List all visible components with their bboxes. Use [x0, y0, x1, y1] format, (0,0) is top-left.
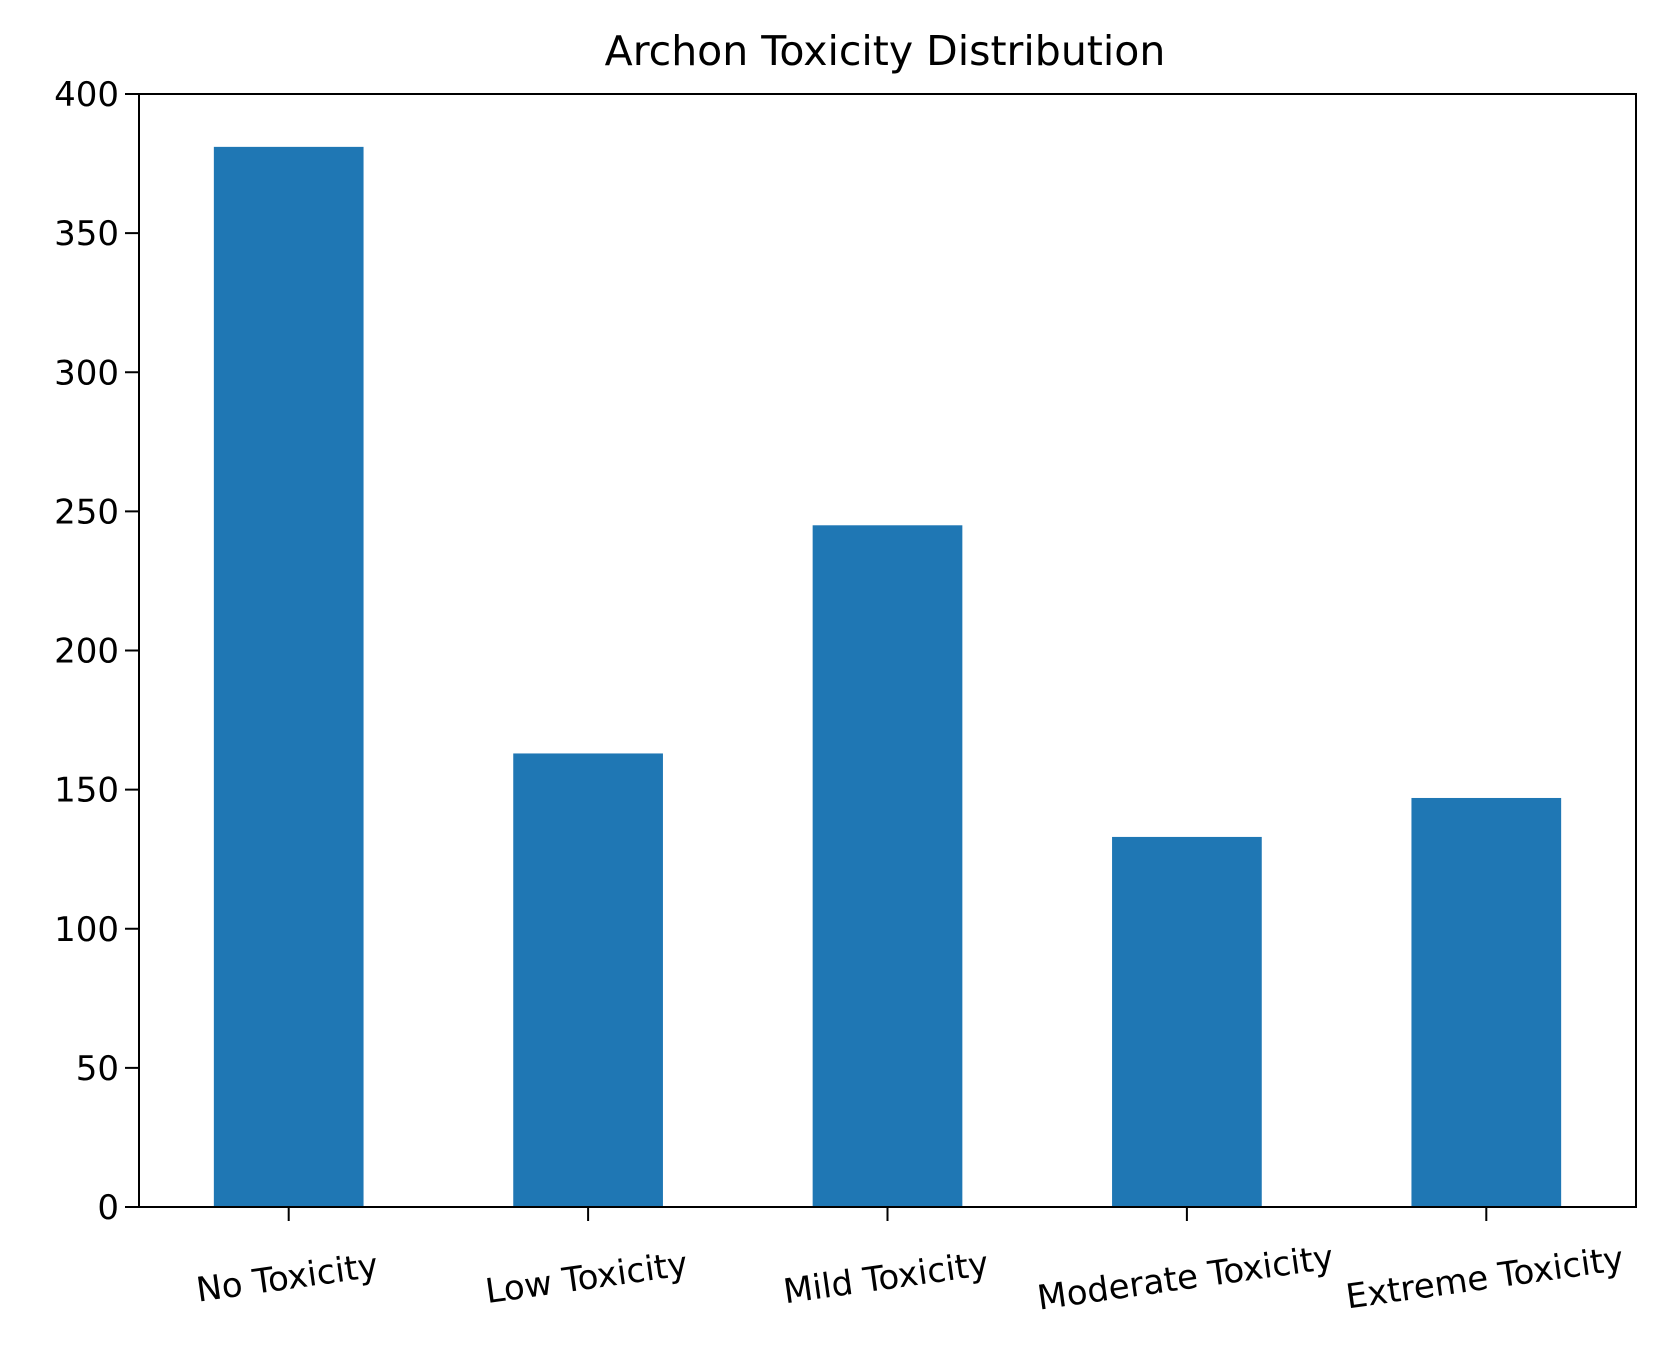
- x-axis: No Toxicity Low Toxicity Mild Toxicity Mode…: [194, 1207, 1626, 1319]
- bars-layer: [213, 146, 1562, 1208]
- x-tick-label: No Toxicity: [194, 1246, 381, 1311]
- x-tick-label: Low Toxicity: [483, 1244, 690, 1312]
- x-tick-label: Mild Toxicity: [781, 1244, 991, 1312]
- x-tick-label: Moderate Toxicity: [1035, 1238, 1336, 1319]
- y-tick-label: 250: [54, 492, 119, 532]
- bar-moderate-toxicity: [1112, 836, 1262, 1207]
- x-tick-label: Extreme Toxicity: [1343, 1239, 1626, 1318]
- y-tick-label: 150: [54, 771, 119, 811]
- y-tick-label: 400: [54, 75, 119, 115]
- bar-mild-toxicity: [812, 525, 963, 1207]
- y-tick-label: 200: [54, 632, 119, 672]
- y-tick-label: 350: [54, 214, 119, 254]
- bar-no-toxicity: [213, 146, 364, 1208]
- y-tick-label: 50: [76, 1049, 119, 1089]
- bar-extreme-toxicity: [1411, 797, 1562, 1207]
- y-axis: 0 50 100 150 200 250 300 350 400: [54, 75, 139, 1228]
- y-tick-label: 300: [54, 353, 119, 393]
- chart-title: Archon Toxicity Distribution: [605, 27, 1166, 75]
- y-tick-label: 100: [54, 910, 119, 950]
- bar-low-toxicity: [513, 753, 663, 1207]
- plot-frame: [138, 93, 1637, 1208]
- y-tick-label: 0: [97, 1188, 119, 1228]
